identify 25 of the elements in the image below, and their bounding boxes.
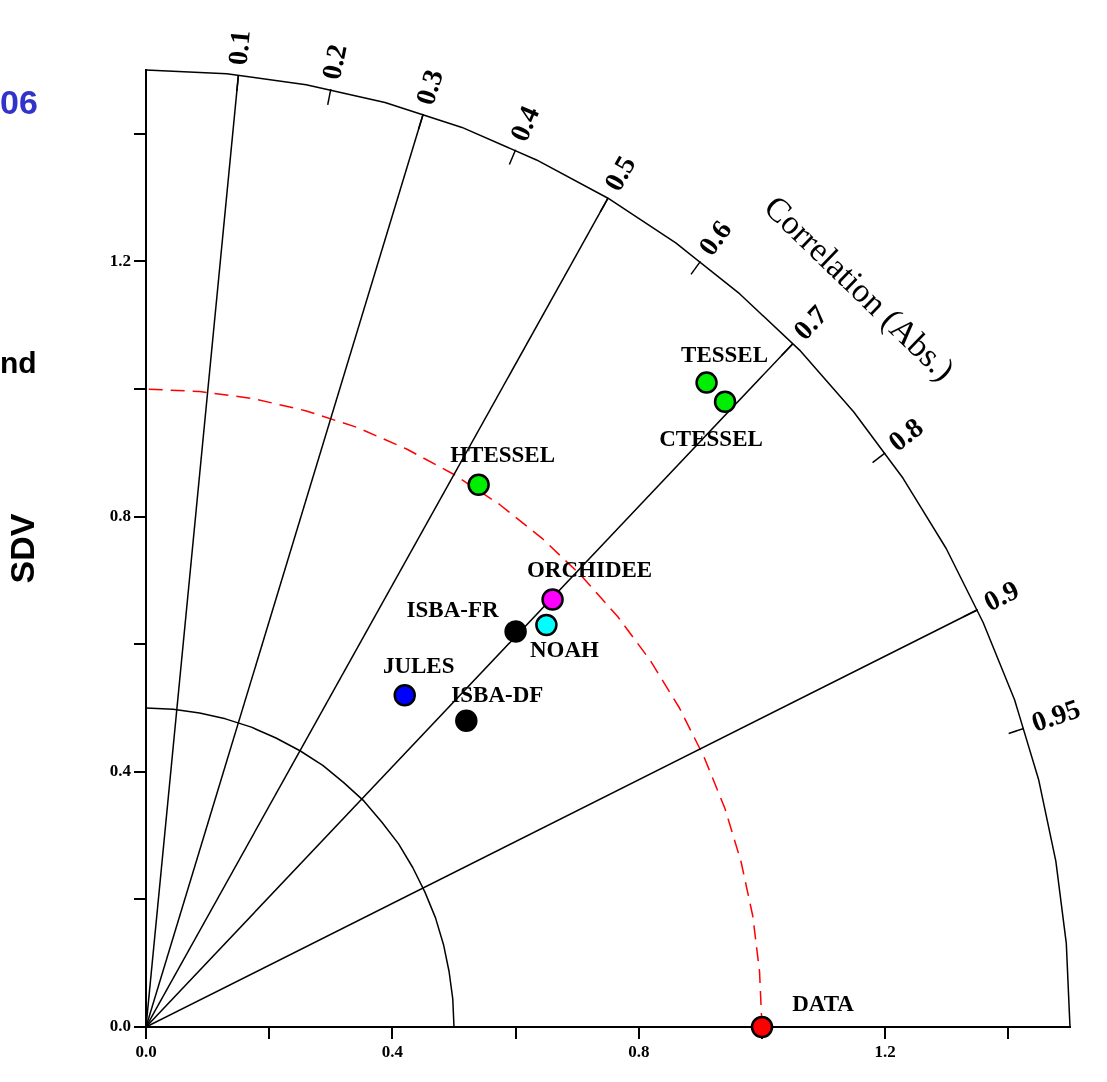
x-tick-label: 0.0 [135,1041,157,1061]
y-tick-label: 0.8 [109,505,131,525]
annotation: 0.9 [978,573,1024,618]
annotation: 0.5 [597,150,642,196]
series-label: ISBA-FR [406,597,499,623]
series-label: JULES [382,653,455,679]
y-tick-label: 0.4 [109,761,132,781]
annotation: 0.2 [315,41,353,82]
x-tick-label: 0.4 [381,1041,404,1061]
legend-label: TESSEL [681,341,769,367]
annotation: 0.8 [882,411,929,458]
annotation: 0.4 [503,101,546,146]
y-axis-title: SDV [2,513,41,584]
text: 06 [0,83,38,122]
y-tick-label: 1.2 [109,250,131,270]
series-label: DATA [792,990,855,1016]
series-label: NOAH [529,637,600,662]
y-tick-label: 0.0 [109,1016,131,1036]
annotation: 0.6 [691,214,738,262]
annotation: 0.3 [409,65,449,109]
text: nd [0,346,37,380]
x-tick-label: 1.2 [874,1041,896,1061]
annotation: 0.1 [221,28,256,67]
x-tick-label: 0.8 [628,1041,650,1061]
annotation: 0.95 [1027,692,1084,738]
